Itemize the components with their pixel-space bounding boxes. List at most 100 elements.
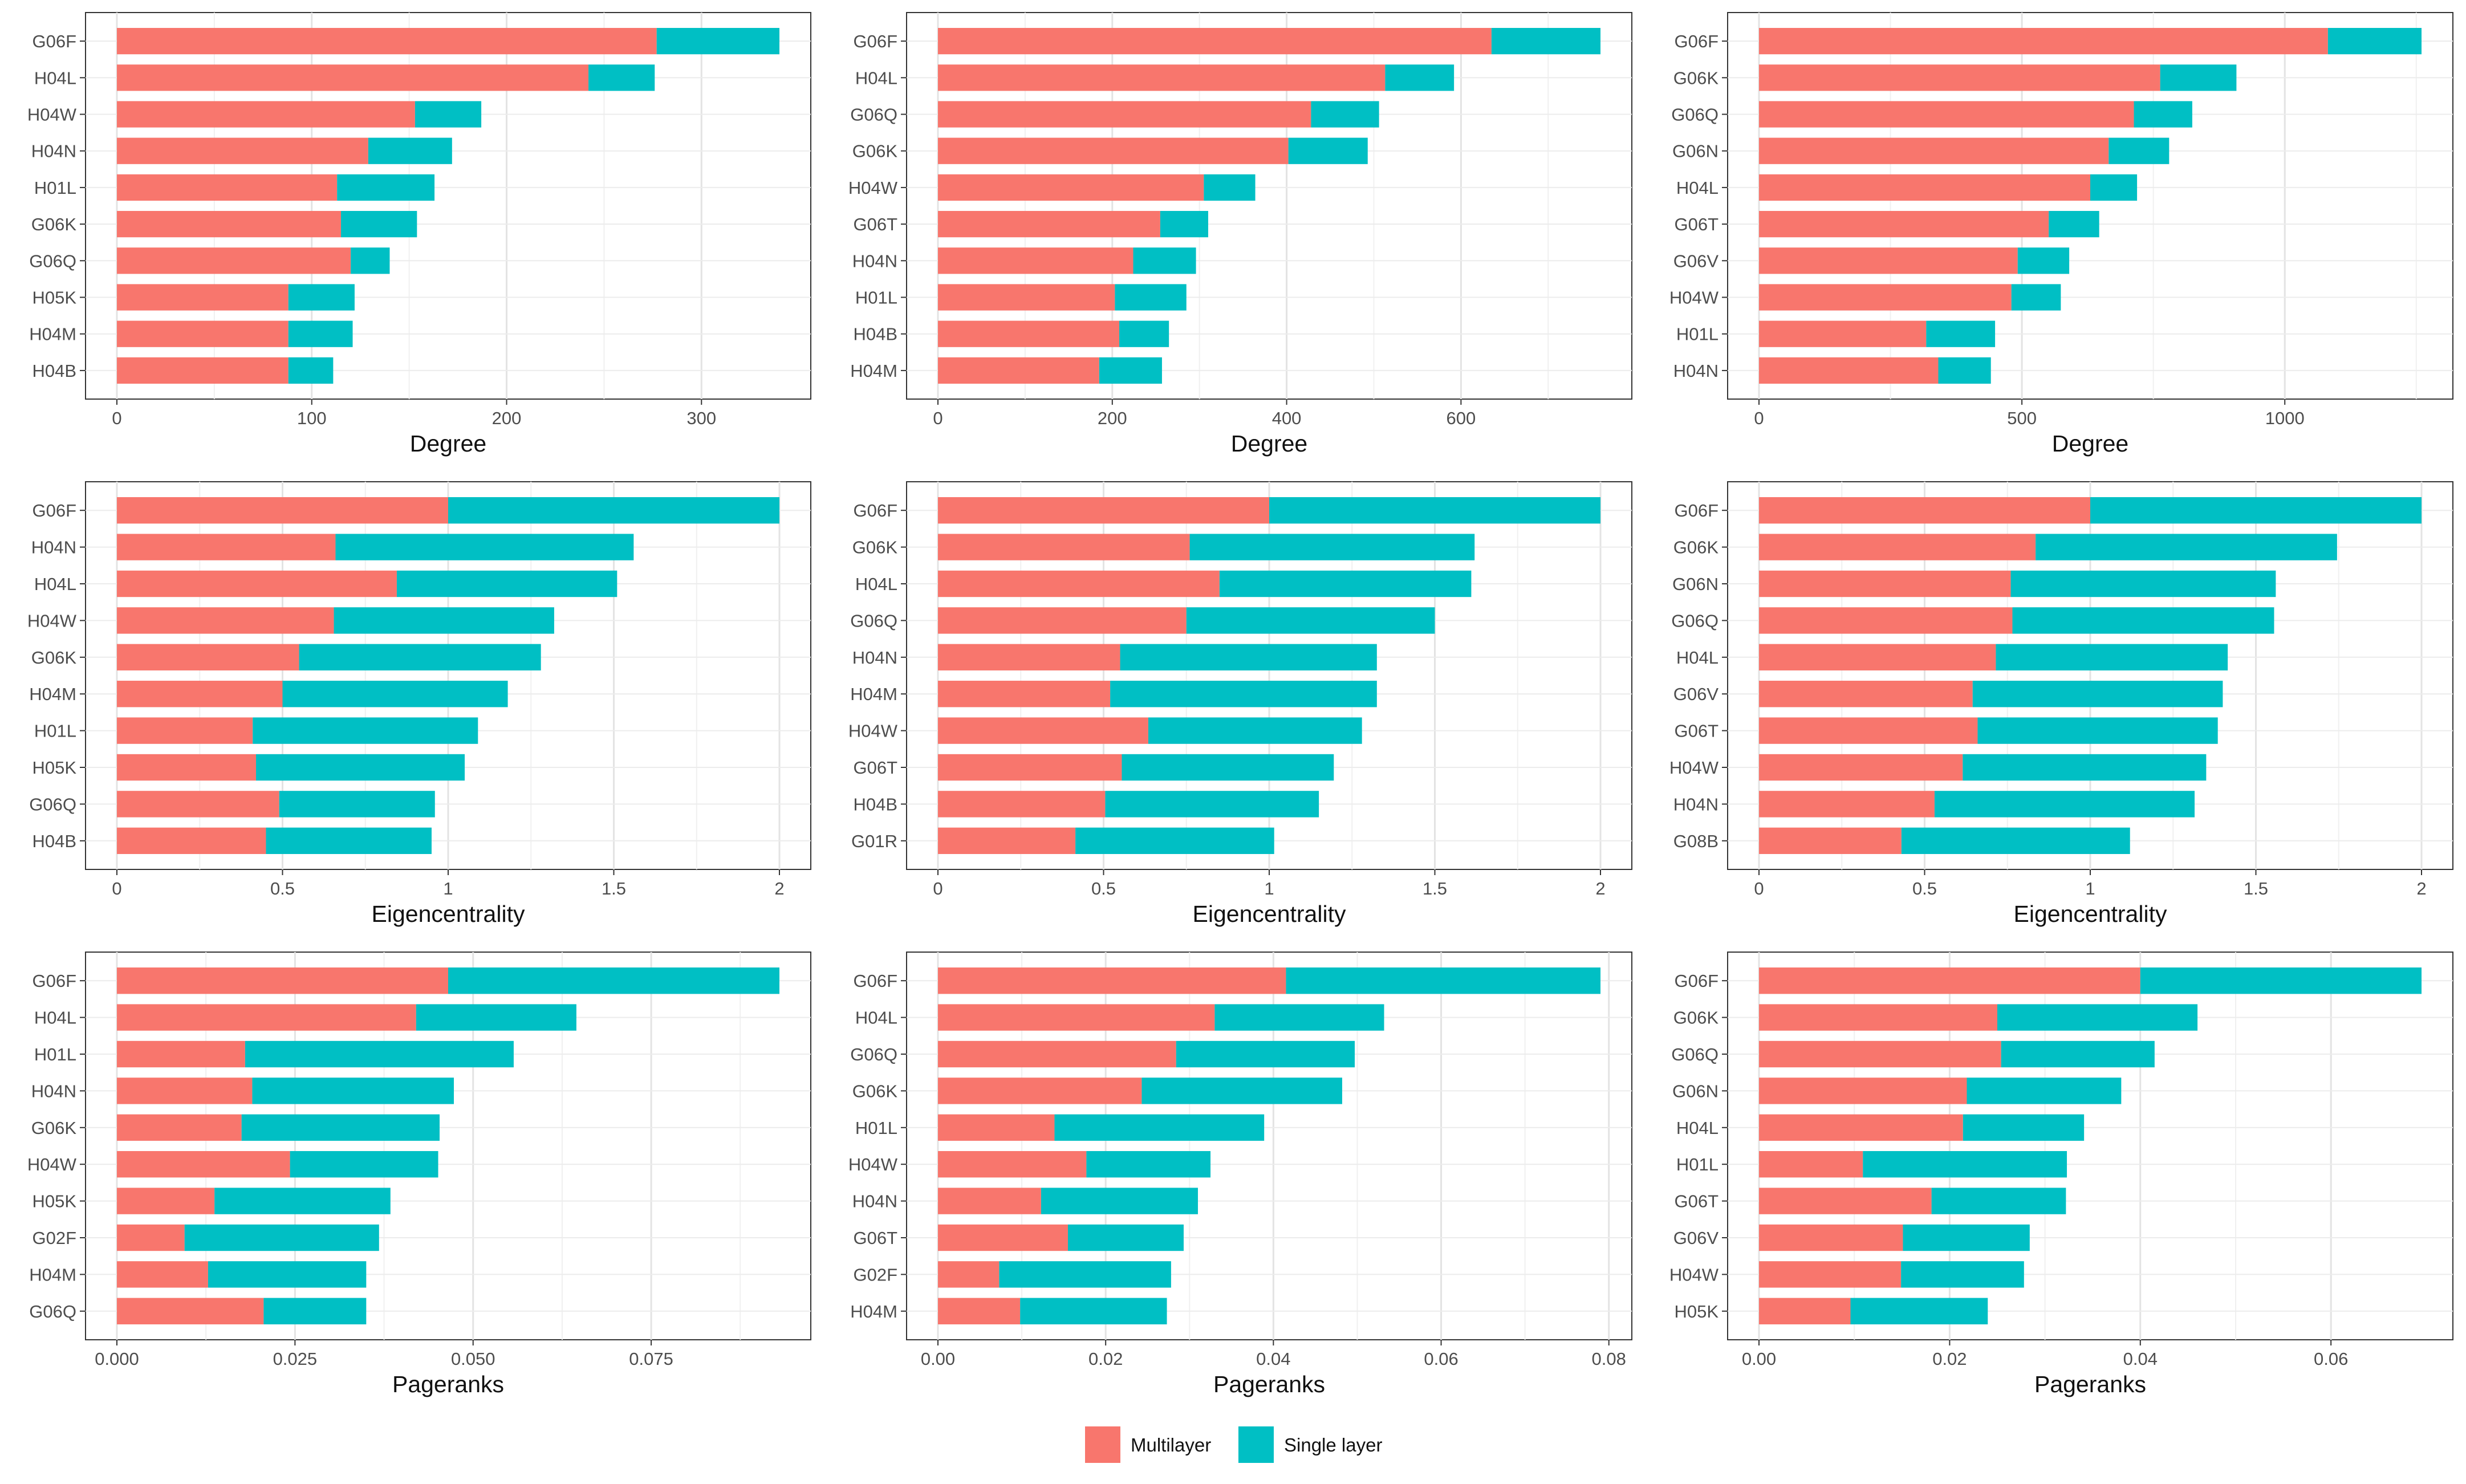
y-tick-label: G06F bbox=[1674, 971, 1719, 991]
y-tick-label: H04B bbox=[32, 831, 76, 851]
bar-multilayer-g06v bbox=[1759, 247, 2018, 274]
bar-multilayer-h01l bbox=[938, 1114, 1055, 1141]
bar-single-layer-h04m bbox=[1110, 681, 1377, 708]
x-tick-label: 0.050 bbox=[451, 1349, 495, 1369]
bar-single-layer-g08b bbox=[1901, 827, 2130, 854]
bar-single-layer-h04n bbox=[335, 534, 634, 560]
x-tick-label: 0.00 bbox=[921, 1349, 955, 1369]
y-tick-label: H05K bbox=[1674, 1302, 1719, 1322]
x-tick-label: 0.02 bbox=[1932, 1349, 1967, 1369]
bar-single-layer-g06q bbox=[2001, 1040, 2155, 1068]
y-tick-label: G06T bbox=[853, 758, 897, 778]
bar-multilayer-g06f bbox=[938, 27, 1492, 55]
bar-single-layer-g06k bbox=[2160, 64, 2237, 91]
y-tick-label: G06T bbox=[853, 1228, 897, 1248]
bar-multilayer-g06t bbox=[1759, 210, 2049, 238]
y-tick-label: G06F bbox=[1674, 501, 1719, 521]
x-tick-label: 0.5 bbox=[1912, 879, 1937, 898]
y-tick-label: H04N bbox=[852, 648, 897, 668]
bar-multilayer-h05k bbox=[1759, 1298, 1851, 1324]
x-tick-label: 300 bbox=[686, 408, 716, 428]
y-tick-label: G02F bbox=[853, 1265, 897, 1284]
y-tick-label: G02F bbox=[32, 1228, 76, 1248]
y-tick-label: H04W bbox=[27, 105, 77, 125]
bar-multilayer-h04m bbox=[117, 1261, 208, 1288]
y-tick-label: H01L bbox=[855, 1118, 897, 1138]
bar-multilayer-h04w bbox=[938, 1151, 1087, 1178]
bar-single-layer-h04l bbox=[416, 1004, 576, 1031]
bar-multilayer-g06k bbox=[1759, 1004, 1997, 1031]
y-tick-label: H01L bbox=[855, 288, 897, 308]
bar-multilayer-g06k bbox=[1759, 534, 2036, 560]
y-tick-label: H04W bbox=[1669, 288, 1719, 308]
bar-single-layer-g06t bbox=[1931, 1188, 2066, 1214]
x-tick-label: 200 bbox=[492, 408, 522, 428]
y-tick-label: G06Q bbox=[850, 611, 897, 631]
bar-single-layer-h04w bbox=[290, 1151, 438, 1178]
y-tick-label: H05K bbox=[32, 758, 76, 778]
bar-multilayer-h01l bbox=[1759, 1151, 1863, 1178]
x-tick-label: 0.04 bbox=[1256, 1349, 1290, 1369]
bar-multilayer-h04n bbox=[117, 534, 336, 560]
y-tick-label: G06K bbox=[852, 1081, 898, 1101]
y-tick-label: G06F bbox=[1674, 31, 1719, 51]
bar-single-layer-g06q bbox=[1176, 1040, 1355, 1068]
bar-multilayer-g06n bbox=[1759, 1078, 1967, 1104]
bar-single-layer-g06q bbox=[351, 247, 390, 274]
y-tick-label: G06T bbox=[1674, 1192, 1719, 1211]
bar-multilayer-g06q bbox=[117, 791, 279, 818]
y-tick-label: G06Q bbox=[1671, 105, 1719, 125]
bar-single-layer-h04l bbox=[1385, 64, 1455, 91]
bar-multilayer-h04w bbox=[938, 174, 1204, 201]
legend-label: Single layer bbox=[1284, 1434, 1382, 1455]
panel-7: G06F H04L H01L H04N G06K H04W H05K G02F H04M G06Q… bbox=[27, 952, 811, 1397]
y-tick-label: G06F bbox=[32, 31, 76, 51]
y-tick-label: H01L bbox=[1676, 1154, 1719, 1174]
x-tick-label: 0.5 bbox=[270, 879, 295, 898]
bar-single-layer-h01l bbox=[253, 717, 478, 744]
x-tick-label: 0.5 bbox=[1091, 879, 1116, 898]
bar-single-layer-h01l bbox=[1115, 284, 1187, 311]
y-tick-label: H01L bbox=[1676, 324, 1719, 344]
y-tick-label: H04L bbox=[34, 574, 76, 594]
bar-single-layer-h04n bbox=[1938, 357, 1991, 384]
bar-multilayer-g06q bbox=[938, 101, 1311, 128]
y-tick-label: H04W bbox=[27, 611, 77, 631]
bar-multilayer-h01l bbox=[938, 284, 1115, 311]
bar-single-layer-h04l bbox=[588, 64, 655, 91]
bar-single-layer-h04m bbox=[288, 320, 353, 347]
bar-single-layer-h04w bbox=[2011, 284, 2061, 311]
bar-multilayer-h01l bbox=[117, 717, 253, 744]
legend-label: Multilayer bbox=[1131, 1434, 1211, 1455]
bar-single-layer-h01l bbox=[1926, 320, 1996, 347]
bar-single-layer-g06f bbox=[656, 27, 779, 55]
y-tick-label: H05K bbox=[32, 288, 76, 308]
x-tick-label: 400 bbox=[1272, 408, 1302, 428]
y-tick-label: H04N bbox=[31, 141, 76, 161]
x-tick-label: 1.5 bbox=[602, 879, 626, 898]
panel-8: G06F H04L G06Q G06K H01L H04W H04N G06T G02F H04M… bbox=[848, 952, 1632, 1397]
x-tick-label: 100 bbox=[297, 408, 327, 428]
bar-multilayer-g06f bbox=[1759, 497, 2090, 524]
bar-single-layer-h01l bbox=[1863, 1151, 2067, 1178]
bar-single-layer-h01l bbox=[337, 174, 435, 201]
bar-multilayer-g06k bbox=[938, 1078, 1142, 1104]
bar-multilayer-g06f bbox=[117, 27, 657, 55]
y-tick-label: G06F bbox=[853, 971, 897, 991]
bar-multilayer-g06q bbox=[1759, 1040, 2001, 1068]
bar-single-layer-h04l bbox=[1214, 1004, 1384, 1031]
panel-6: G06F G06K G06N G06Q H04L G06V G06T H04W H04N G08B… bbox=[1669, 481, 2453, 927]
bar-multilayer-h05k bbox=[117, 754, 257, 781]
bar-multilayer-g06q bbox=[117, 1298, 264, 1324]
y-tick-label: H04M bbox=[850, 361, 897, 381]
bar-multilayer-h04n bbox=[117, 1078, 253, 1104]
bar-single-layer-h04b bbox=[1105, 791, 1319, 818]
bar-single-layer-h04w bbox=[334, 607, 554, 634]
bar-multilayer-h01l bbox=[117, 1040, 245, 1068]
bar-single-layer-h01l bbox=[245, 1040, 514, 1068]
bar-single-layer-h04n bbox=[1120, 644, 1377, 670]
y-tick-label: G06Q bbox=[1671, 611, 1719, 631]
bar-single-layer-h04n bbox=[252, 1078, 454, 1104]
y-tick-label: G08B bbox=[1673, 831, 1719, 851]
